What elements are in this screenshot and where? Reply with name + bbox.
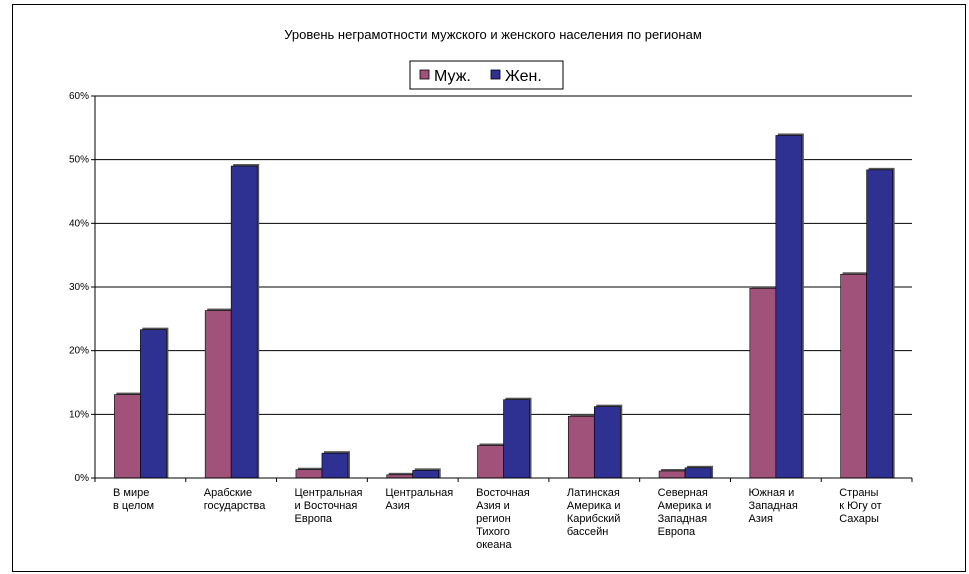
x-category-label: Страны к Югу от Сахары	[839, 487, 881, 525]
bar-female	[775, 135, 803, 479]
legend: Муж. Жен.	[409, 60, 564, 90]
legend-swatch	[490, 69, 501, 80]
x-category-label: Латинская Америка и Карибский бассейн	[567, 487, 621, 538]
x-category-label: Центральная Азия	[385, 487, 453, 512]
y-tick-label: 20%	[69, 346, 89, 357]
bar-male	[749, 287, 777, 479]
bars	[114, 133, 895, 479]
bar-male	[114, 394, 141, 479]
bar-male	[840, 273, 867, 479]
x-category-label: Восточная Азия и регион Тихого океана	[476, 487, 530, 551]
bar-female	[684, 467, 712, 479]
y-tick-label: 50%	[69, 155, 89, 166]
x-category-label: Центральная и Восточная Европа	[295, 487, 363, 525]
bar-female	[140, 329, 167, 479]
y-tick-label: 0%	[75, 473, 90, 484]
chart-frame: Уровень неграмотности мужского и женског…	[12, 4, 966, 572]
bar-male	[204, 310, 232, 479]
y-tick-label: 10%	[69, 409, 89, 420]
x-axis: В мире в целом Арабские государства Централь…	[94, 477, 913, 551]
bar-female	[593, 406, 621, 479]
x-category-label: Арабские государства	[204, 487, 266, 512]
y-tick-label: 40%	[69, 218, 89, 229]
legend-box	[409, 60, 564, 90]
y-axis: 0% 10% 20% 30% 40% 50% 60%	[69, 91, 96, 484]
legend-label: Муж.	[434, 68, 471, 85]
x-category-label: В мире в целом	[113, 487, 154, 512]
x-category-label: Северная Америка и Западная Европа	[658, 487, 712, 538]
y-tick-label: 30%	[69, 282, 89, 293]
bar-female	[412, 470, 440, 479]
chart-title: Уровень неграмотности мужского и женског…	[284, 27, 702, 42]
bar-male	[477, 445, 504, 479]
bar-female	[503, 399, 530, 479]
bar-male	[658, 470, 686, 479]
bar-male	[295, 469, 323, 479]
legend-label: Жен.	[505, 68, 542, 85]
bar-female	[230, 165, 258, 479]
x-category-label: Южная и Западная Азия	[748, 487, 797, 525]
y-tick-label: 60%	[69, 91, 89, 102]
bar-male	[567, 415, 595, 479]
bar-female	[866, 169, 893, 479]
bar-female	[321, 452, 349, 479]
legend-swatch	[419, 69, 430, 80]
bar-chart: Уровень неграмотности мужского и женског…	[69, 27, 913, 551]
